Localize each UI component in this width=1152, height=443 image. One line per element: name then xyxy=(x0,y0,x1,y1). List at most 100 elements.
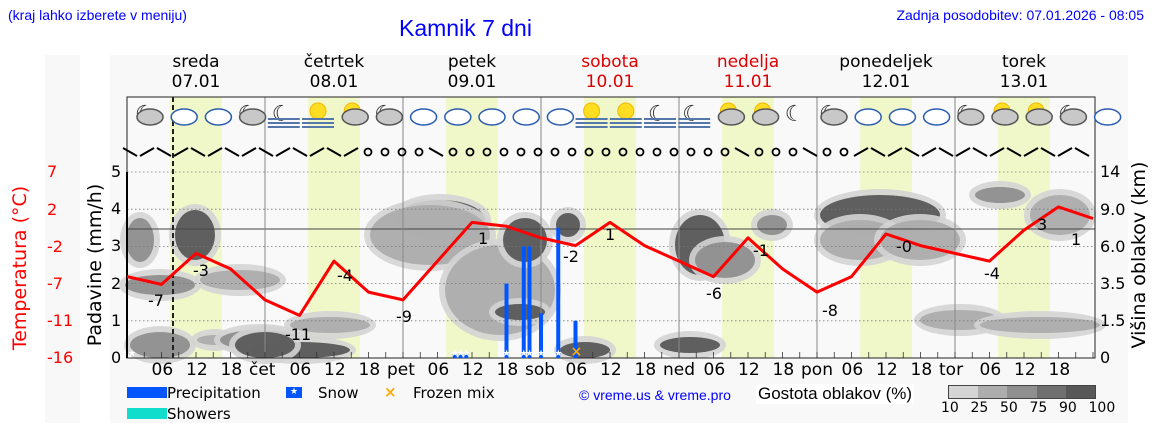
sun-icon xyxy=(583,102,601,120)
cloud-density-blob xyxy=(660,337,720,353)
precipitation-bar xyxy=(504,283,509,358)
x-tick: 18 xyxy=(358,360,381,380)
cloud-density-blob xyxy=(126,218,154,262)
wind-calm-icon xyxy=(567,147,577,157)
wind-calm-icon xyxy=(465,147,475,157)
cloud-icon xyxy=(820,108,848,126)
x-tick: tor xyxy=(939,360,964,380)
cloud-density-blob xyxy=(290,317,370,333)
snow-star-icon: ★ xyxy=(520,349,528,359)
day-date: 10.01 xyxy=(585,72,635,92)
temperature-tick: 2 xyxy=(47,200,58,219)
cloud-density-blob xyxy=(556,213,580,237)
day-date: 08.01 xyxy=(309,72,359,92)
cloud-icon xyxy=(375,108,404,126)
cloud-icon xyxy=(444,108,472,126)
day-name: sreda xyxy=(172,52,220,72)
temperature-label: 3 xyxy=(1037,215,1047,234)
moon-icon: ☾ xyxy=(648,102,668,127)
precipitation-tick: 0 xyxy=(111,348,122,367)
temperature-label: -8 xyxy=(822,301,838,320)
wind-barb-icon xyxy=(1057,147,1073,157)
day-header-0: sreda 07.01 xyxy=(126,52,266,92)
x-tick: 06 xyxy=(427,360,450,380)
x-tick: 18 xyxy=(634,360,657,380)
temperature-label: -9 xyxy=(396,307,412,326)
x-tick: 06 xyxy=(703,360,726,380)
day-name: ponedeljek xyxy=(839,52,933,72)
region-hint: (kraj lahko izberete v meniju) xyxy=(8,7,187,23)
wind-barb-icon xyxy=(887,147,903,157)
day-header-4: nedelja 11.01 xyxy=(678,52,818,92)
temperature-tick: -2 xyxy=(47,237,63,256)
cloud-height-tick: 9.0 xyxy=(1100,200,1126,219)
cloud-icon xyxy=(854,108,882,126)
x-tick: sob xyxy=(525,360,556,380)
wind-barb-icon xyxy=(139,147,155,157)
wind-barb-icon xyxy=(428,147,444,157)
day-date: 11.01 xyxy=(723,72,773,92)
wind-barb-icon xyxy=(343,147,359,157)
day-date: 12.01 xyxy=(861,72,911,92)
wind-calm-icon xyxy=(652,147,662,157)
day-name: četrtek xyxy=(303,52,365,72)
temperature-label: 1 xyxy=(605,225,615,244)
day-header-1: četrtek 08.01 xyxy=(264,52,404,92)
cloud-icon xyxy=(922,108,951,126)
temp-axis-panel xyxy=(45,55,80,423)
x-tick: 12 xyxy=(324,360,346,380)
temperature-tick: -16 xyxy=(47,348,74,367)
wind-calm-icon xyxy=(550,147,560,157)
legend-precipitation: Precipitation xyxy=(167,384,261,402)
wind-barb-icon xyxy=(1006,147,1022,157)
x-tick: 12 xyxy=(738,360,760,380)
precipitation-bar xyxy=(556,227,561,358)
temperature-label: -4 xyxy=(337,266,353,285)
cloud-icon xyxy=(1025,108,1053,126)
cloud-density-blob xyxy=(880,220,960,260)
wind-barb-icon xyxy=(190,147,206,157)
x-tick: 18 xyxy=(220,360,243,380)
day-header-5: ponedeljek 12.01 xyxy=(816,52,956,92)
legend-frozen-mix: Frozen mix xyxy=(413,384,495,402)
wind-calm-icon xyxy=(822,147,832,157)
temperature-label: 1 xyxy=(1071,230,1081,249)
snow-star-icon: ★ xyxy=(526,349,534,359)
precipitation-bar xyxy=(464,354,469,358)
day-header-6: torek 13.01 xyxy=(954,52,1094,92)
precipitation-bar xyxy=(521,246,526,358)
x-tick: 18 xyxy=(772,360,795,380)
precipitation-axis-label: Padavine (mm/h) xyxy=(84,183,106,347)
cloud-height-tick: 1.5 xyxy=(1100,311,1126,330)
cloud-density-blob xyxy=(130,332,190,358)
wind-calm-icon xyxy=(414,147,424,157)
precipitation-tick: 1 xyxy=(111,310,122,330)
cloud-icon xyxy=(238,108,267,126)
wind-barb-icon xyxy=(122,147,138,157)
wind-barb-icon xyxy=(292,147,308,157)
wind-calm-icon xyxy=(601,147,611,157)
wind-barb-icon xyxy=(258,147,274,157)
wind-calm-icon xyxy=(839,147,849,157)
wind-calm-icon xyxy=(533,147,543,157)
precipitation-bar xyxy=(452,354,457,358)
wind-barb-icon xyxy=(1040,147,1056,157)
cloud-icon xyxy=(546,108,575,126)
wind-calm-icon xyxy=(754,147,764,157)
wind-barb-icon xyxy=(734,147,750,157)
wind-calm-icon xyxy=(669,147,679,157)
wind-calm-icon xyxy=(635,147,645,157)
temperature-label: -2 xyxy=(563,247,579,266)
wind-calm-icon xyxy=(448,147,458,157)
wind-calm-icon xyxy=(380,147,390,157)
day-name: sobota xyxy=(581,52,639,72)
wind-barb-icon xyxy=(1023,147,1039,157)
wind-barb-icon xyxy=(802,147,818,157)
credit-link[interactable]: © vreme.us & vreme.pro xyxy=(579,387,731,403)
cloud-height-tick: 6.0 xyxy=(1100,237,1126,256)
last-updated: Zadnja posodobitev: 07.01.2026 - 08:05 xyxy=(896,7,1144,23)
day-header-3: sobota 10.01 xyxy=(540,52,680,92)
temperature-tick: -11 xyxy=(47,311,74,330)
cloud-height-tick: 14 xyxy=(1100,162,1121,181)
cloud-density-blob xyxy=(695,242,755,278)
